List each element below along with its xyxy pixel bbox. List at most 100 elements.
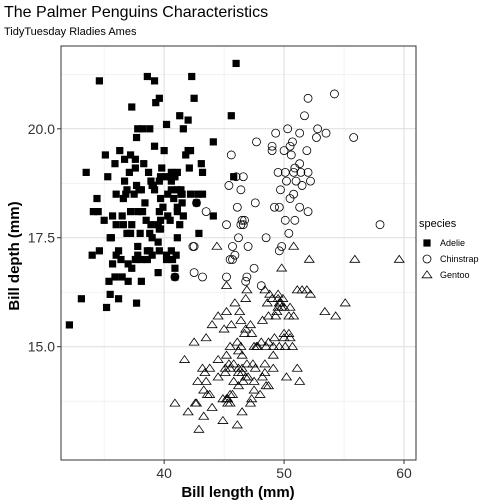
point-gentoo <box>256 372 269 381</box>
point-adelie <box>119 221 127 229</box>
point-gentoo <box>200 376 212 385</box>
point-chinstrap <box>306 176 315 186</box>
point-gentoo <box>220 350 233 359</box>
point-adelie <box>117 255 125 264</box>
point-chinstrap <box>238 220 248 230</box>
point-adelie <box>150 186 159 194</box>
point-adelie <box>198 168 207 176</box>
point-adelie <box>94 208 102 216</box>
x-axis: 40 50 60 <box>156 460 412 481</box>
point-gentoo <box>224 398 236 407</box>
point-gentoo <box>330 311 342 320</box>
point-adelie <box>65 321 73 329</box>
point-chinstrap <box>271 128 281 138</box>
point-adelie <box>186 146 195 155</box>
point-adelie <box>146 247 154 255</box>
point-gentoo <box>206 320 218 329</box>
point-adelie <box>88 251 96 259</box>
point-gentoo <box>268 333 281 342</box>
point-adelie <box>116 146 124 155</box>
point-chinstrap <box>277 242 287 251</box>
point-adelie <box>156 173 165 181</box>
point-gentoo <box>284 302 296 311</box>
x-axis-title: Bill length (mm) <box>181 484 294 501</box>
point-gentoo <box>198 411 210 420</box>
point-adelie <box>102 303 111 312</box>
point-chinstrap <box>312 133 321 142</box>
point-gentoo <box>231 337 243 346</box>
point-gentoo <box>291 363 303 372</box>
point-gentoo <box>262 311 275 320</box>
point-gentoo <box>284 333 296 342</box>
point-adelie <box>167 168 175 176</box>
point-adelie <box>168 255 177 264</box>
point-gentoo <box>249 363 261 372</box>
point-adelie <box>156 216 165 224</box>
point-chinstrap <box>189 268 199 278</box>
point-adelie <box>122 190 130 198</box>
point-adelie <box>150 77 159 85</box>
point-gentoo <box>259 285 271 294</box>
point-adelie <box>173 168 181 176</box>
point-gentoo <box>246 394 258 403</box>
point-chinstrap <box>230 250 240 260</box>
point-adelie <box>161 173 169 181</box>
point-adelie <box>178 190 186 198</box>
point-adelie <box>173 234 181 242</box>
point-gentoo <box>236 350 248 359</box>
point-gentoo <box>236 407 248 416</box>
point-chinstrap <box>295 128 305 138</box>
point-adelie <box>108 212 117 220</box>
point-adelie <box>178 199 186 207</box>
point-chinstrap <box>291 176 301 186</box>
point-chinstrap <box>234 233 243 243</box>
point-gentoo <box>288 311 300 320</box>
point-chinstrap <box>284 228 294 238</box>
point-gentoo <box>262 381 275 390</box>
point-chinstrap <box>249 263 259 273</box>
point-gentoo <box>241 285 253 294</box>
point-gentoo <box>246 328 258 337</box>
point-adelie <box>159 203 167 211</box>
chart-subtitle: TidyTuesday Rladies Ames <box>4 26 137 38</box>
point-adelie <box>148 234 156 242</box>
point-chinstrap <box>276 185 285 195</box>
y-tick-label: 17.5 <box>28 230 55 246</box>
point-adelie <box>101 151 109 159</box>
point-gentoo <box>196 363 209 372</box>
point-adelie <box>144 168 153 176</box>
point-adelie <box>188 72 196 81</box>
point-chinstrap <box>349 133 359 142</box>
point-gentoo <box>228 376 240 385</box>
point-gentoo <box>252 341 264 350</box>
point-gentoo <box>188 337 200 346</box>
point-gentoo <box>212 372 224 381</box>
point-adelie <box>124 277 132 285</box>
point-chinstrap <box>296 167 306 177</box>
point-adelie <box>150 142 159 150</box>
point-adelie <box>182 151 190 159</box>
y-axis: 15.0 17.5 20.0 <box>28 121 61 355</box>
point-adelie <box>177 186 185 194</box>
point-adelie <box>132 181 141 190</box>
legend-item-chinstrap: Chinstrap <box>422 254 479 264</box>
point-adelie <box>190 94 198 102</box>
point-gentoo <box>240 324 252 333</box>
point-chinstrap <box>267 141 277 151</box>
point-gentoo <box>225 320 237 329</box>
point-adelie <box>154 238 162 246</box>
legend-title: species <box>419 218 457 230</box>
point-gentoo <box>273 341 285 350</box>
point-gentoo <box>204 363 216 372</box>
point-chinstrap <box>256 281 266 291</box>
point-gentoo <box>212 311 224 320</box>
point-adelie <box>166 216 174 224</box>
point-adelie <box>171 264 179 272</box>
point-adelie <box>119 194 127 203</box>
point-adelie <box>95 247 103 255</box>
point-adelie <box>167 186 175 194</box>
point-gentoo <box>272 289 284 298</box>
point-adelie <box>154 269 162 277</box>
point-chinstrap <box>282 176 291 186</box>
point-gentoo <box>278 302 290 311</box>
